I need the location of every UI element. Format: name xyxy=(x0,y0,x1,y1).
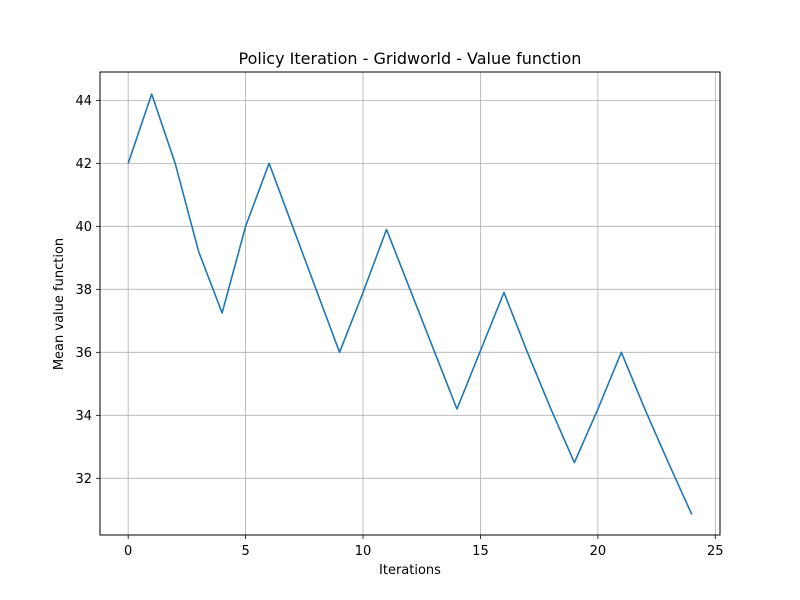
data-point xyxy=(548,406,554,412)
y-tick-label: 42 xyxy=(75,157,92,172)
data-point xyxy=(454,406,460,412)
series-layer xyxy=(125,91,695,518)
x-tick-label: 10 xyxy=(355,544,372,559)
x-tick-label: 0 xyxy=(124,544,132,559)
data-point xyxy=(595,406,601,412)
y-tick-label: 34 xyxy=(75,409,92,424)
data-point xyxy=(524,349,530,355)
data-point xyxy=(219,310,225,316)
data-point xyxy=(266,160,272,166)
y-axis-title: Mean value function xyxy=(52,238,67,370)
data-point xyxy=(243,223,249,229)
data-point xyxy=(665,460,671,466)
y-tick-label: 36 xyxy=(75,346,92,361)
plot-frame xyxy=(99,71,721,536)
data-point xyxy=(337,349,343,355)
data-point xyxy=(125,160,131,166)
y-tick-label: 44 xyxy=(75,94,92,109)
x-tick-label: 5 xyxy=(241,544,249,559)
data-point xyxy=(430,346,436,352)
data-point xyxy=(477,348,483,354)
y-axis: 32 34 36 38 40 42 44 xyxy=(75,94,100,487)
data-point xyxy=(149,91,155,97)
data-point xyxy=(172,160,178,166)
y-tick-label: 40 xyxy=(75,220,92,235)
grid-lines xyxy=(100,72,720,535)
data-point xyxy=(407,286,413,292)
x-axis-title: Iterations xyxy=(379,563,441,578)
data-point xyxy=(360,289,366,295)
data-point xyxy=(313,286,319,292)
data-point xyxy=(618,349,624,355)
x-tick-label: 25 xyxy=(707,544,724,559)
y-tick-label: 38 xyxy=(75,283,92,298)
x-axis: 0 5 10 15 20 25 xyxy=(124,535,724,559)
y-tick-label: 32 xyxy=(75,472,92,487)
data-point xyxy=(571,460,577,466)
x-tick-label: 15 xyxy=(472,544,489,559)
data-point xyxy=(689,512,695,518)
series-line xyxy=(127,93,693,515)
chart-title: Policy Iteration - Gridworld - Value fun… xyxy=(239,49,582,68)
x-tick-label: 20 xyxy=(590,544,607,559)
data-point xyxy=(501,289,507,295)
data-point xyxy=(384,226,390,232)
data-point xyxy=(642,406,648,412)
data-point xyxy=(290,223,296,229)
data-point xyxy=(196,249,202,255)
